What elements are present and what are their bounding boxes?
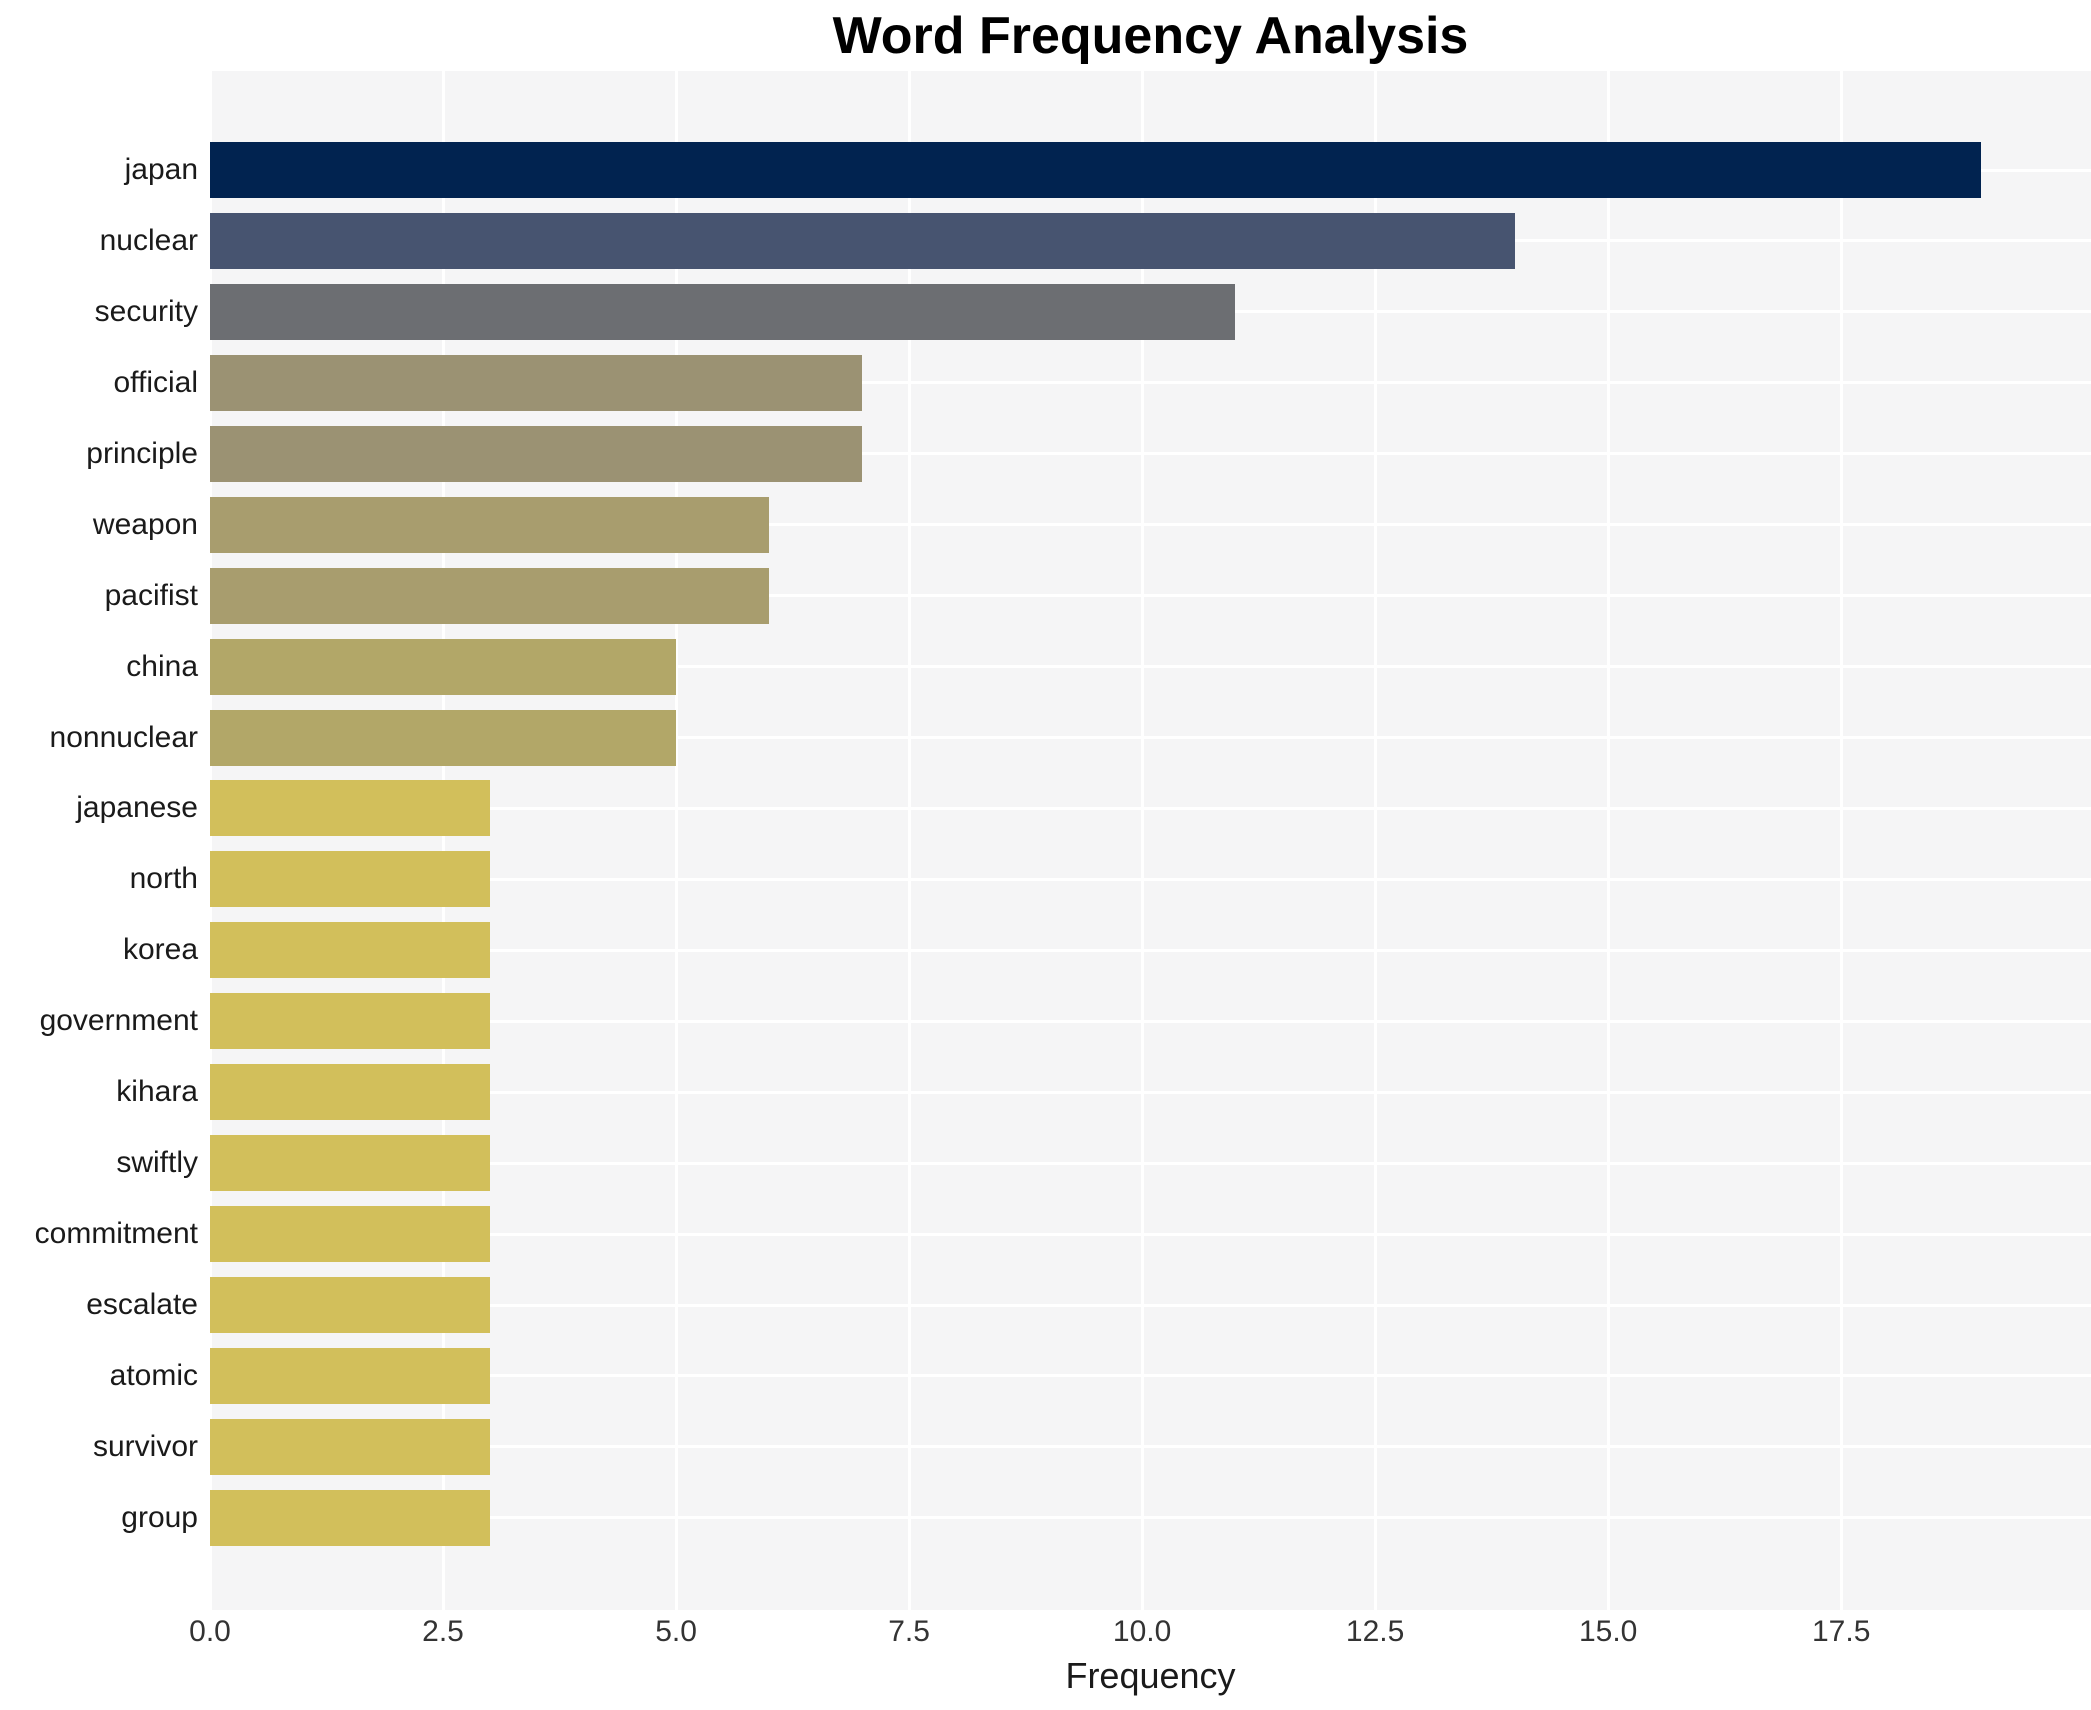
y-tick-label-atomic: atomic bbox=[109, 1358, 198, 1392]
x-axis-label: Frequency bbox=[1065, 1655, 1236, 1696]
v-gridline bbox=[1606, 71, 1610, 1610]
bar-official bbox=[210, 354, 863, 411]
y-tick-label-japanese: japanese bbox=[76, 791, 198, 825]
x-tick-label-7.5: 7.5 bbox=[888, 1615, 930, 1648]
bar-north bbox=[210, 851, 490, 908]
x-tick-label-15.0: 15.0 bbox=[1578, 1615, 1638, 1648]
v-gridline bbox=[1839, 71, 1843, 1610]
h-gridline bbox=[210, 665, 2091, 669]
y-tick-label-security: security bbox=[94, 294, 198, 328]
x-tick-label-10.0: 10.0 bbox=[1112, 1615, 1172, 1648]
y-tick-label-government: government bbox=[39, 1004, 198, 1038]
chart-title: Word Frequency Analysis bbox=[832, 7, 1469, 65]
bar-principle bbox=[210, 425, 863, 482]
y-tick-label-survivor: survivor bbox=[92, 1429, 198, 1463]
x-tick-label-12.5: 12.5 bbox=[1345, 1615, 1405, 1648]
h-gridline bbox=[210, 1161, 2091, 1165]
h-gridline bbox=[210, 523, 2091, 527]
v-gridline bbox=[1140, 71, 1144, 1610]
bar-survivor bbox=[210, 1418, 490, 1475]
plot-area bbox=[208, 71, 2091, 1610]
v-gridline bbox=[1373, 71, 1377, 1610]
bar-government bbox=[210, 993, 490, 1050]
y-tick-label-pacifist: pacifist bbox=[104, 578, 198, 612]
y-tick-label-official: official bbox=[113, 365, 199, 399]
bar-china bbox=[210, 638, 677, 695]
h-gridline bbox=[210, 877, 2091, 881]
h-gridline bbox=[210, 1090, 2091, 1094]
h-gridline bbox=[210, 948, 2091, 952]
h-gridline bbox=[210, 736, 2091, 740]
y-tick-label-north: north bbox=[129, 862, 198, 896]
v-gridline bbox=[907, 71, 911, 1610]
h-gridline bbox=[210, 381, 2091, 385]
bar-escalate bbox=[210, 1277, 490, 1334]
h-gridline bbox=[210, 452, 2091, 456]
h-gridline bbox=[210, 1516, 2091, 1520]
y-tick-label-korea: korea bbox=[122, 933, 198, 967]
bar-commitment bbox=[210, 1206, 490, 1263]
y-tick-label-commitment: commitment bbox=[34, 1217, 198, 1251]
y-tick-label-weapon: weapon bbox=[92, 507, 198, 541]
x-tick-label-17.5: 17.5 bbox=[1811, 1615, 1871, 1648]
h-gridline bbox=[210, 594, 2091, 598]
y-tick-label-kihara: kihara bbox=[116, 1075, 198, 1109]
bar-nonnuclear bbox=[210, 709, 677, 766]
bar-nuclear bbox=[210, 212, 1515, 269]
bar-group bbox=[210, 1489, 490, 1546]
bar-pacifist bbox=[210, 567, 770, 624]
h-gridline bbox=[210, 1232, 2091, 1236]
bar-security bbox=[210, 283, 1236, 340]
bar-weapon bbox=[210, 496, 770, 553]
h-gridline bbox=[210, 1445, 2091, 1449]
x-tick-label-5.0: 5.0 bbox=[655, 1615, 697, 1648]
y-tick-label-escalate: escalate bbox=[86, 1288, 198, 1322]
bar-japan bbox=[210, 142, 1981, 198]
y-tick-label-china: china bbox=[126, 649, 198, 683]
v-gridline bbox=[441, 71, 445, 1610]
bar-japanese bbox=[210, 780, 490, 837]
y-tick-label-swiftly: swiftly bbox=[116, 1146, 198, 1180]
y-tick-label-japan: japan bbox=[124, 153, 198, 186]
bar-atomic bbox=[210, 1347, 490, 1404]
v-gridline bbox=[208, 71, 212, 1610]
h-gridline bbox=[210, 1019, 2091, 1023]
h-gridline bbox=[210, 1303, 2091, 1307]
h-gridline bbox=[210, 1374, 2091, 1378]
x-tick-label-0.0: 0.0 bbox=[189, 1615, 231, 1648]
v-gridline bbox=[674, 71, 678, 1610]
y-tick-label-group: group bbox=[121, 1500, 198, 1534]
y-tick-label-nuclear: nuclear bbox=[99, 223, 198, 257]
x-tick-label-2.5: 2.5 bbox=[422, 1615, 464, 1648]
bar-swiftly bbox=[210, 1135, 490, 1192]
bar-korea bbox=[210, 922, 490, 979]
bar-kihara bbox=[210, 1064, 490, 1121]
y-tick-label-principle: principle bbox=[86, 436, 198, 470]
y-tick-label-nonnuclear: nonnuclear bbox=[49, 720, 198, 754]
h-gridline bbox=[210, 806, 2091, 810]
